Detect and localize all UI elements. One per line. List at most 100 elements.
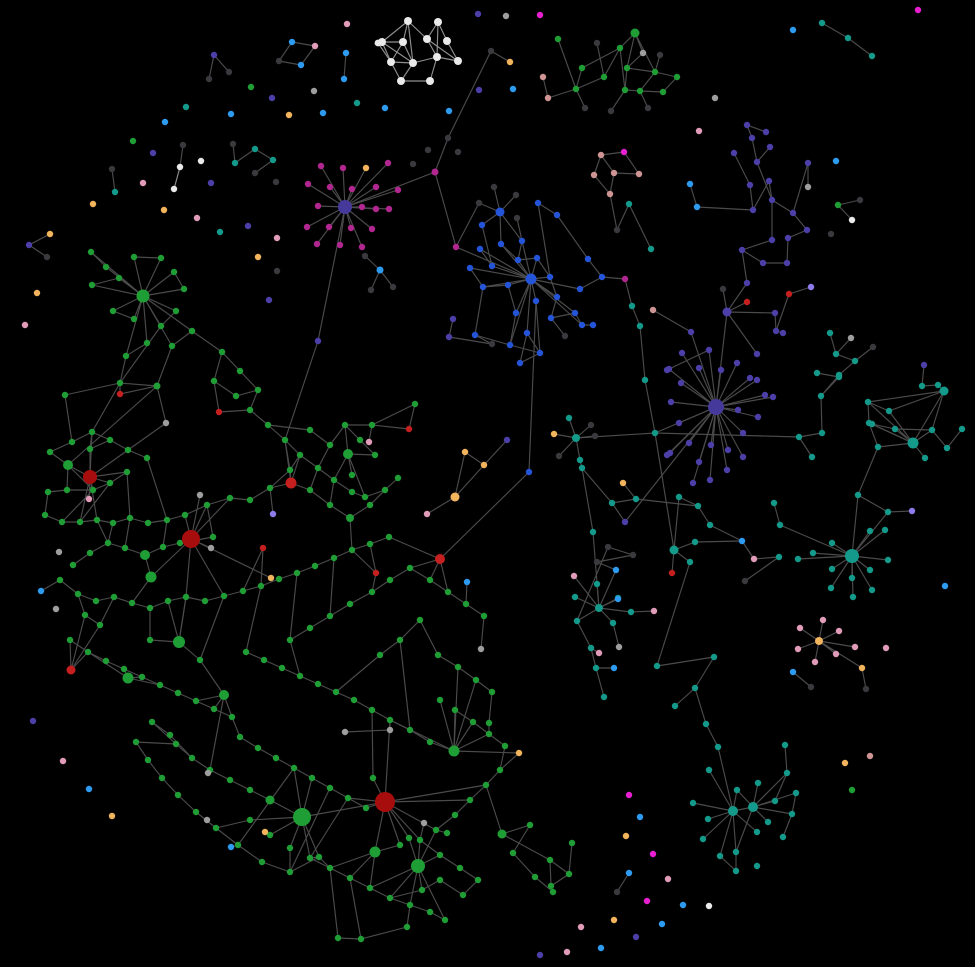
graph-node[interactable] [466,264,474,272]
graph-node[interactable] [610,916,618,924]
graph-node[interactable] [587,644,595,652]
graph-node[interactable] [664,875,672,883]
graph-node[interactable] [132,738,140,746]
graph-node[interactable] [639,49,647,57]
graph-node[interactable] [576,456,584,464]
graph-node[interactable] [881,526,889,534]
graph-node[interactable] [336,241,344,249]
graph-node[interactable] [411,400,419,408]
graph-node[interactable] [732,848,740,856]
graph-node[interactable] [593,558,601,566]
graph-node[interactable] [231,159,239,167]
graph-node[interactable] [33,289,41,297]
graph-node[interactable] [115,274,123,282]
graph-node[interactable] [815,637,823,645]
graph-node[interactable] [607,107,615,115]
graph-node[interactable] [144,519,152,527]
graph-node[interactable] [572,85,580,93]
graph-node[interactable] [794,645,802,653]
graph-node[interactable] [604,543,612,551]
graph-node[interactable] [509,85,517,93]
graph-node[interactable] [874,443,882,451]
graph-node[interactable] [555,452,563,460]
graph-node[interactable] [275,575,283,583]
graph-node[interactable] [826,329,834,337]
graph-node[interactable] [722,307,732,317]
graph-node[interactable] [85,495,93,503]
graph-node[interactable] [296,451,304,459]
graph-node[interactable] [246,496,254,504]
graph-node[interactable] [304,180,312,188]
graph-node[interactable] [643,897,651,905]
graph-node[interactable] [314,680,322,688]
graph-node[interactable] [647,245,655,253]
graph-node[interactable] [317,162,325,170]
graph-node[interactable] [593,580,601,588]
graph-node[interactable] [174,791,182,799]
graph-node[interactable] [172,740,180,748]
graph-node[interactable] [675,493,683,501]
graph-node[interactable] [449,315,457,323]
graph-node[interactable] [783,259,791,267]
graph-node[interactable] [314,202,322,210]
graph-node[interactable] [772,327,780,335]
graph-node[interactable] [416,836,424,844]
graph-node[interactable] [362,164,370,172]
graph-node[interactable] [136,289,150,303]
graph-node[interactable] [474,876,482,884]
graph-node[interactable] [750,555,758,563]
graph-node[interactable] [739,453,747,461]
graph-node[interactable] [74,590,82,598]
graph-node[interactable] [628,302,636,310]
graph-node[interactable] [546,273,554,281]
graph-node[interactable] [544,94,552,102]
graph-node[interactable] [265,795,275,805]
graph-node[interactable] [340,75,348,83]
graph-node[interactable] [621,86,629,94]
graph-node[interactable] [210,705,218,713]
graph-node[interactable] [771,797,779,805]
graph-node[interactable] [311,42,319,50]
graph-node[interactable] [269,156,277,164]
graph-node[interactable] [362,804,370,812]
graph-node[interactable] [193,214,201,222]
graph-node[interactable] [381,104,389,112]
graph-node[interactable] [848,216,856,224]
graph-node[interactable] [471,331,479,339]
graph-node[interactable] [281,436,289,444]
graph-node[interactable] [111,188,119,196]
graph-node[interactable] [636,813,644,821]
graph-node[interactable] [475,86,483,94]
graph-node[interactable] [771,309,779,317]
graph-node[interactable] [384,159,392,167]
graph-node[interactable] [310,87,318,95]
graph-node[interactable] [145,571,157,583]
graph-node[interactable] [313,240,321,248]
graph-node[interactable] [708,399,724,415]
graph-node[interactable] [469,718,477,726]
graph-node[interactable] [590,171,598,179]
graph-node[interactable] [436,851,444,859]
graph-node[interactable] [52,605,60,613]
graph-node[interactable] [695,364,703,372]
graph-node[interactable] [275,57,283,65]
graph-node[interactable] [789,668,797,676]
graph-node[interactable] [116,390,124,398]
graph-node[interactable] [109,307,117,315]
graph-node[interactable] [738,537,746,545]
graph-node[interactable] [257,582,265,590]
graph-node[interactable] [550,430,558,438]
graph-node[interactable] [285,111,293,119]
graph-node[interactable] [488,340,496,348]
graph-node[interactable] [236,367,244,375]
graph-node[interactable] [766,143,774,151]
graph-node[interactable] [832,157,840,165]
graph-node[interactable] [691,684,699,692]
graph-node[interactable] [108,165,116,173]
graph-node[interactable] [847,334,855,342]
graph-node[interactable] [163,516,171,524]
graph-node[interactable] [358,203,366,211]
graph-node[interactable] [620,148,628,156]
graph-node[interactable] [589,528,597,536]
graph-node[interactable] [536,11,544,19]
